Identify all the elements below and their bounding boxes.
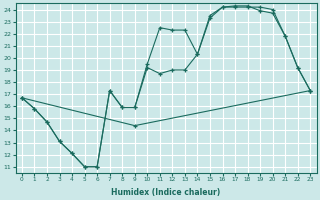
X-axis label: Humidex (Indice chaleur): Humidex (Indice chaleur) bbox=[111, 188, 221, 197]
